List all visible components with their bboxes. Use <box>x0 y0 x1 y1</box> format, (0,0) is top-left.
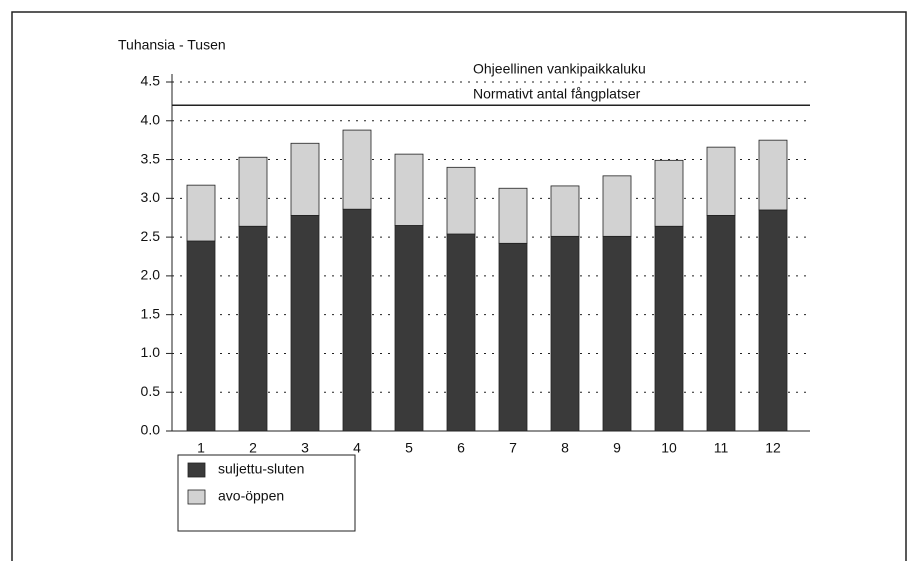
bar-segment <box>342 208 372 432</box>
y-tick-label: 0.5 <box>141 383 161 399</box>
x-tick-label: 7 <box>509 440 517 456</box>
y-tick-label: 1.5 <box>141 305 161 321</box>
bar-segment <box>290 142 320 216</box>
bar-segment <box>394 225 424 432</box>
bar-segment <box>446 166 476 235</box>
reference-label: Ohjeellinen vankipaikkaluku <box>473 61 646 77</box>
bar-segment <box>550 235 580 432</box>
legend-swatch <box>187 489 206 505</box>
bar-segment <box>758 209 788 432</box>
x-tick-label: 4 <box>353 440 361 456</box>
bar-segment <box>498 187 528 244</box>
x-tick-label: 11 <box>714 440 729 456</box>
bar-segment <box>706 146 736 216</box>
frame <box>11 11 907 561</box>
y-tick-label: 3.0 <box>141 189 161 205</box>
x-tick-label: 1 <box>197 440 205 456</box>
y-tick-label: 4.0 <box>141 111 161 127</box>
y-axis-label: Tuhansia - Tusen <box>118 37 226 53</box>
bar-segment <box>238 225 268 432</box>
x-tick-label: 2 <box>249 440 257 456</box>
bar-segment <box>602 235 632 432</box>
x-tick-label: 3 <box>301 440 309 456</box>
bar-segment <box>602 175 632 237</box>
bar-segment <box>498 242 528 432</box>
x-tick-label: 9 <box>613 440 621 456</box>
bar-segment <box>238 156 268 227</box>
reference-label: Normativt antal fångplatser <box>473 86 641 102</box>
legend-label: suljettu-sluten <box>218 461 304 477</box>
bar-segment <box>446 233 476 432</box>
y-tick-label: 2.0 <box>141 267 161 283</box>
bar-segment <box>290 214 320 432</box>
bar-segment <box>654 159 684 227</box>
x-tick-label: 8 <box>561 440 569 456</box>
bar-segment <box>186 240 216 432</box>
legend-swatch <box>187 462 206 478</box>
x-tick-label: 6 <box>457 440 465 456</box>
legend-box <box>177 454 356 532</box>
bar-segment <box>706 214 736 432</box>
x-tick-label: 10 <box>661 440 677 456</box>
y-tick-label: 2.5 <box>141 228 161 244</box>
x-tick-label: 12 <box>765 440 781 456</box>
bar-segment <box>654 225 684 432</box>
legend-label: avo-öppen <box>218 488 284 504</box>
y-tick-label: 4.5 <box>141 73 161 89</box>
y-tick-label: 3.5 <box>141 150 161 166</box>
bar-segment <box>550 185 580 237</box>
bar-segment <box>758 139 788 211</box>
bar-segment <box>186 184 216 242</box>
y-tick-label: 1.0 <box>141 344 161 360</box>
bar-segment <box>342 129 372 210</box>
y-tick-label: 0.0 <box>141 422 161 438</box>
bar-segment <box>394 153 424 226</box>
x-tick-label: 5 <box>405 440 413 456</box>
